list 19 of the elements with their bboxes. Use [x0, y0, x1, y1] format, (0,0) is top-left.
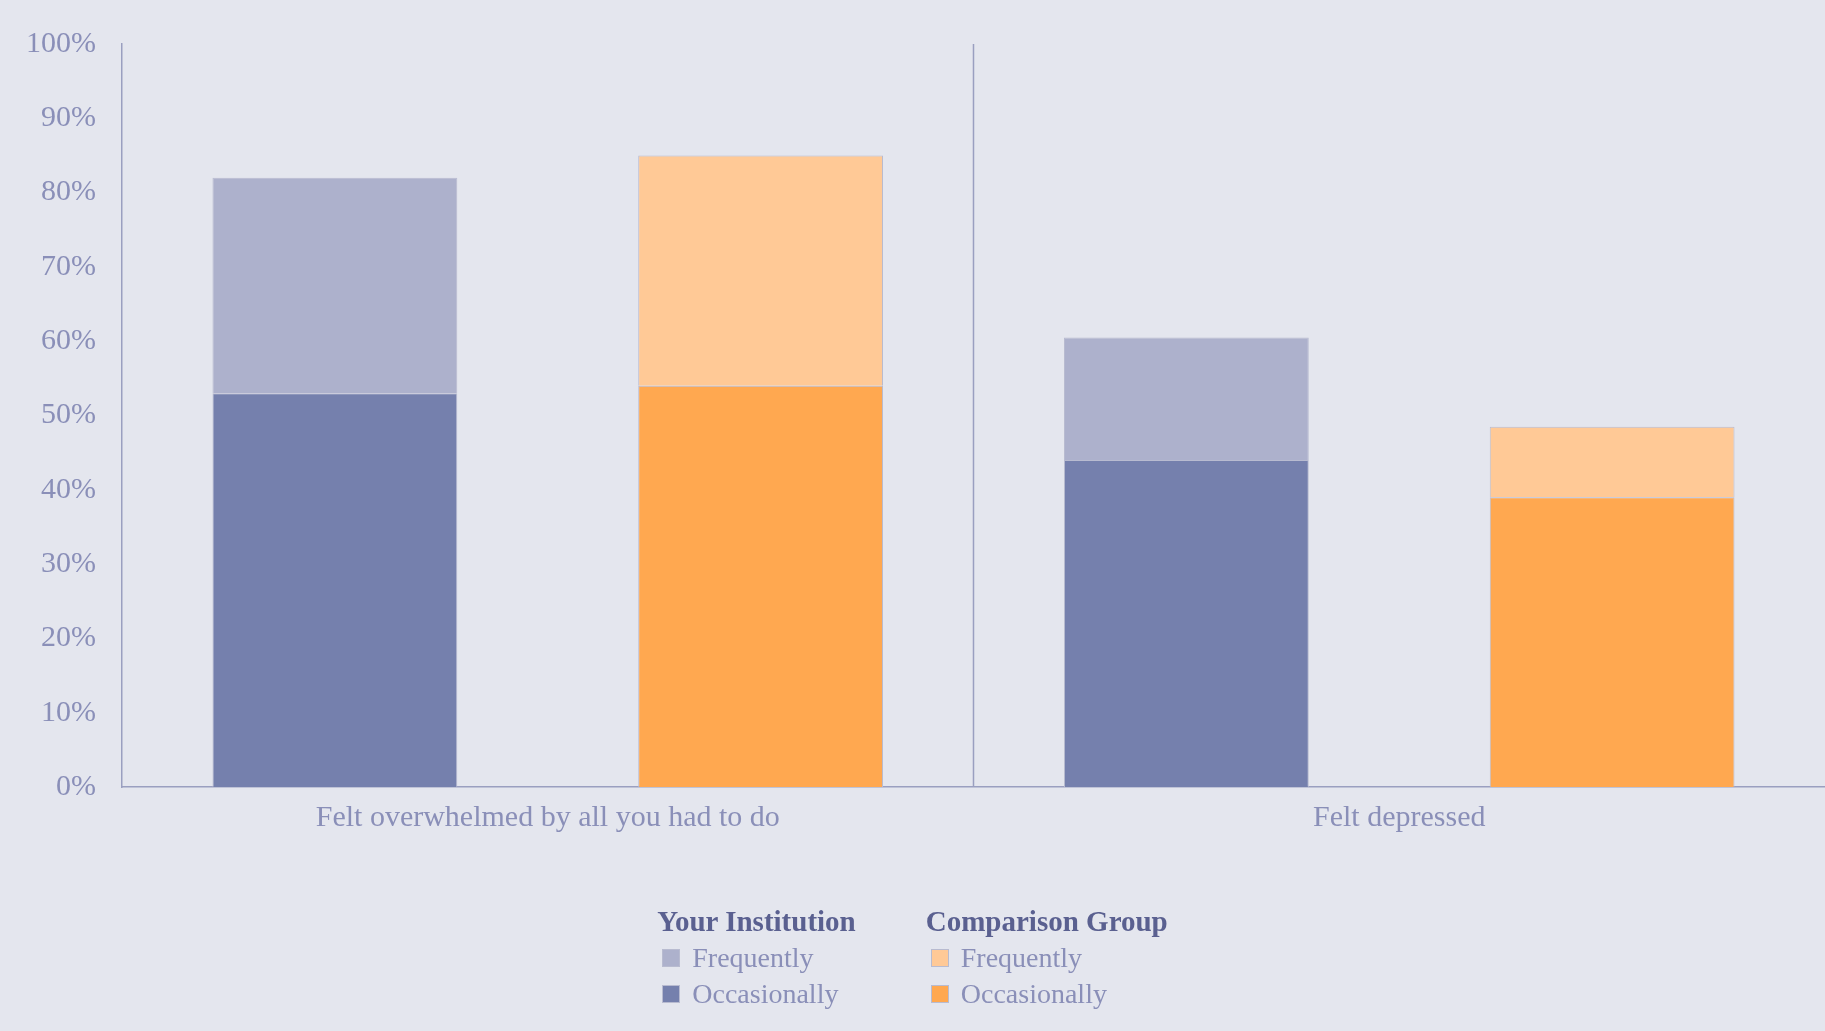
y-tick-label: 20% [40, 619, 96, 653]
y-tick-label: 70% [40, 247, 96, 281]
y-tick-label: 100% [25, 24, 96, 58]
y-tick-label: 60% [40, 322, 96, 356]
text: Felt overwhelmed by all you had to do [315, 798, 780, 832]
legend-label: Occasionally [692, 977, 839, 1011]
y-tick-label: 40% [40, 470, 96, 504]
legend-label: Frequently [692, 941, 814, 975]
legend-label: Frequently [960, 941, 1083, 975]
y-tick-label: 80% [40, 173, 96, 207]
text: Felt depressed [1313, 798, 1486, 832]
y-tick-label: 10% [40, 693, 96, 727]
y-tick-label: 0% [55, 767, 96, 801]
y-tick-label: 50% [40, 396, 96, 430]
legend-label: Occasionally [960, 977, 1107, 1011]
y-tick-label: 90% [40, 99, 96, 133]
text: Your Institution [657, 905, 856, 938]
text: Comparison Group [925, 905, 1168, 938]
y-tick-label: 30% [40, 544, 96, 578]
